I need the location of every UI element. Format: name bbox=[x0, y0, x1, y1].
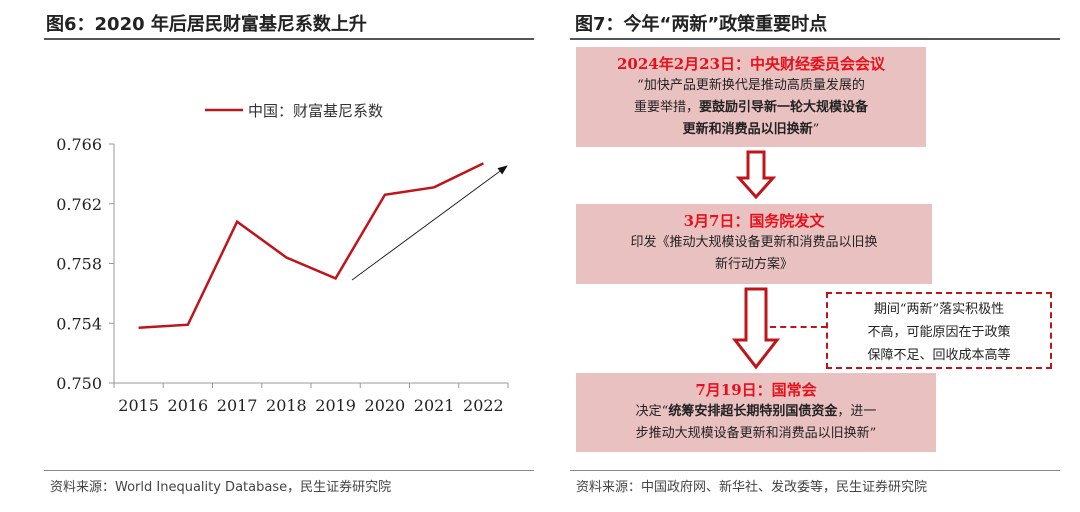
left-source: 资料来源：World Inequality Database，民生证券研究院 bbox=[50, 480, 392, 495]
note-text: 保障不足、回收成本高等 bbox=[867, 348, 1011, 363]
y-tick-label: 0.758 bbox=[56, 255, 102, 274]
divider bbox=[44, 470, 534, 471]
y-tick-label: 0.754 bbox=[56, 314, 102, 333]
box-text: ，进一 bbox=[837, 404, 877, 419]
box-text: 重要举措， bbox=[633, 100, 699, 115]
x-tick-label: 2015 bbox=[118, 396, 159, 415]
x-tick-label: 2021 bbox=[414, 396, 455, 415]
box-text: ” bbox=[812, 122, 820, 137]
x-tick-label: 2018 bbox=[266, 396, 307, 415]
divider bbox=[44, 38, 534, 40]
right-title: 图7：今年“两新”政策重要时点 bbox=[575, 14, 828, 35]
down-arrow-icon bbox=[731, 287, 781, 370]
x-tick-label: 2020 bbox=[365, 396, 406, 415]
right-source: 资料来源：中国政府网、新华社、发改委等，民生证券研究院 bbox=[576, 480, 928, 495]
box-text: 步推动大规模设备更新和消费品以旧换新” bbox=[635, 426, 877, 441]
box-text: “加快产品更新换代是推动高质量发展的 bbox=[637, 78, 865, 93]
x-tick-label: 2016 bbox=[168, 396, 209, 415]
note-box: 期间“两新”落实积极性 不高，可能原因在于政策 保障不足、回收成本高等 bbox=[826, 292, 1052, 369]
down-arrow-icon bbox=[735, 150, 777, 200]
x-tick-label: 2019 bbox=[315, 396, 356, 415]
box-heading: 2024年2月23日：中央财经委员会会议 bbox=[616, 55, 886, 73]
y-tick-label: 0.766 bbox=[56, 135, 102, 154]
box-heading: 7月19日：国常会 bbox=[695, 381, 817, 399]
y-tick-label: 0.762 bbox=[56, 195, 102, 214]
series-line bbox=[138, 162, 484, 329]
legend-label: 中国：财富基尼系数 bbox=[248, 102, 383, 120]
box-heading: 3月7日：国务院发文 bbox=[683, 212, 825, 230]
x-tick-label: 2022 bbox=[463, 396, 504, 415]
x-tick-label: 2017 bbox=[217, 396, 258, 415]
box-text-bold: 更新和消费品以旧换新 bbox=[682, 122, 813, 137]
left-title: 图6：2020 年后居民财富基尼系数上升 bbox=[46, 14, 367, 35]
connector-line bbox=[770, 326, 827, 328]
box-text-bold: 要鼓励引导新一轮大规模设备 bbox=[699, 100, 869, 115]
box-text: 决定“ bbox=[635, 404, 669, 419]
trend-arrow bbox=[351, 165, 508, 281]
y-tick-label: 0.750 bbox=[56, 374, 102, 393]
timeline-box-jul: 7月19日：国常会 决定“统筹安排超长期特别国债资金，进一 步推动大规模设备更新… bbox=[576, 373, 936, 452]
divider bbox=[570, 38, 1060, 40]
box-text-bold: 统筹安排超长期特别国债资金 bbox=[668, 404, 838, 419]
timeline-box-feb: 2024年2月23日：中央财经委员会会议 “加快产品更新换代是推动高质量发展的 … bbox=[576, 47, 926, 147]
box-text: 新行动方案》 bbox=[714, 257, 793, 272]
timeline-box-mar: 3月7日：国务院发文 印发《推动大规模设备更新和消费品以旧换 新行动方案》 bbox=[576, 204, 932, 284]
divider bbox=[570, 470, 1060, 471]
box-text: 印发《推动大规模设备更新和消费品以旧换 bbox=[630, 235, 878, 250]
gini-chart: 中国：财富基尼系数 0.750 0.754 0.758 0.762 0.766 2015 2… bbox=[56, 102, 509, 415]
note-text: 期间“两新”落实积极性 bbox=[873, 302, 1005, 317]
note-text: 不高，可能原因在于政策 bbox=[867, 325, 1011, 340]
